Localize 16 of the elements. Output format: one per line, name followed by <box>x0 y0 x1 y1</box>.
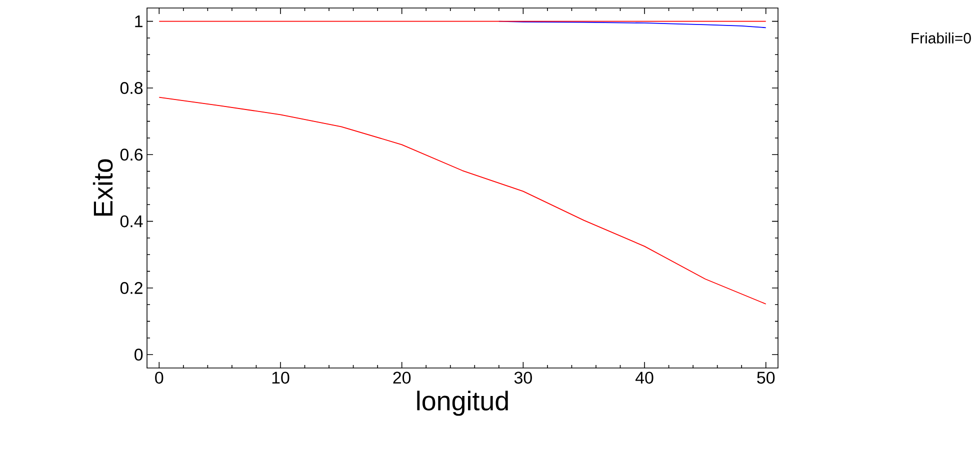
x-tick-label: 20 <box>393 372 411 384</box>
x-tick-label: 0 <box>155 372 164 384</box>
x-tick-label: 30 <box>514 372 532 384</box>
y-tick-label: 0.8 <box>120 82 143 94</box>
x-axis-title: longitud <box>417 390 508 416</box>
y-tick-label: 1 <box>135 15 142 28</box>
text: Friabili=0 <box>912 32 971 44</box>
y-tick-label: 0.6 <box>120 148 143 161</box>
y-tick-label: 0.4 <box>120 215 143 228</box>
x-tick-label: 50 <box>757 372 775 384</box>
x-tick-label: 10 <box>272 372 290 384</box>
line-series <box>158 96 766 304</box>
y-tick-label: 0.2 <box>120 282 142 294</box>
x-tick-label: 40 <box>635 372 654 384</box>
y-tick-label: 0 <box>134 348 143 361</box>
y-axis-title: Exito <box>92 159 113 216</box>
